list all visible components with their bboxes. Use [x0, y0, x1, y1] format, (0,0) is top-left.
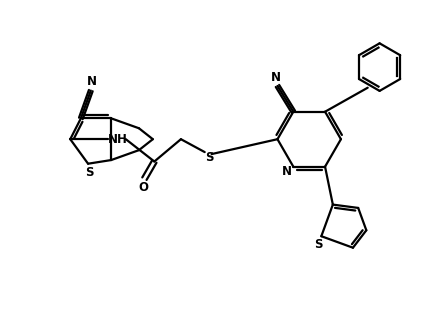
- Text: N: N: [87, 75, 97, 88]
- Text: N: N: [281, 165, 292, 178]
- Text: S: S: [85, 166, 93, 179]
- Text: S: S: [205, 151, 214, 164]
- Text: S: S: [314, 237, 323, 251]
- Text: NH: NH: [108, 133, 128, 146]
- Text: N: N: [270, 71, 280, 84]
- Text: O: O: [138, 181, 149, 194]
